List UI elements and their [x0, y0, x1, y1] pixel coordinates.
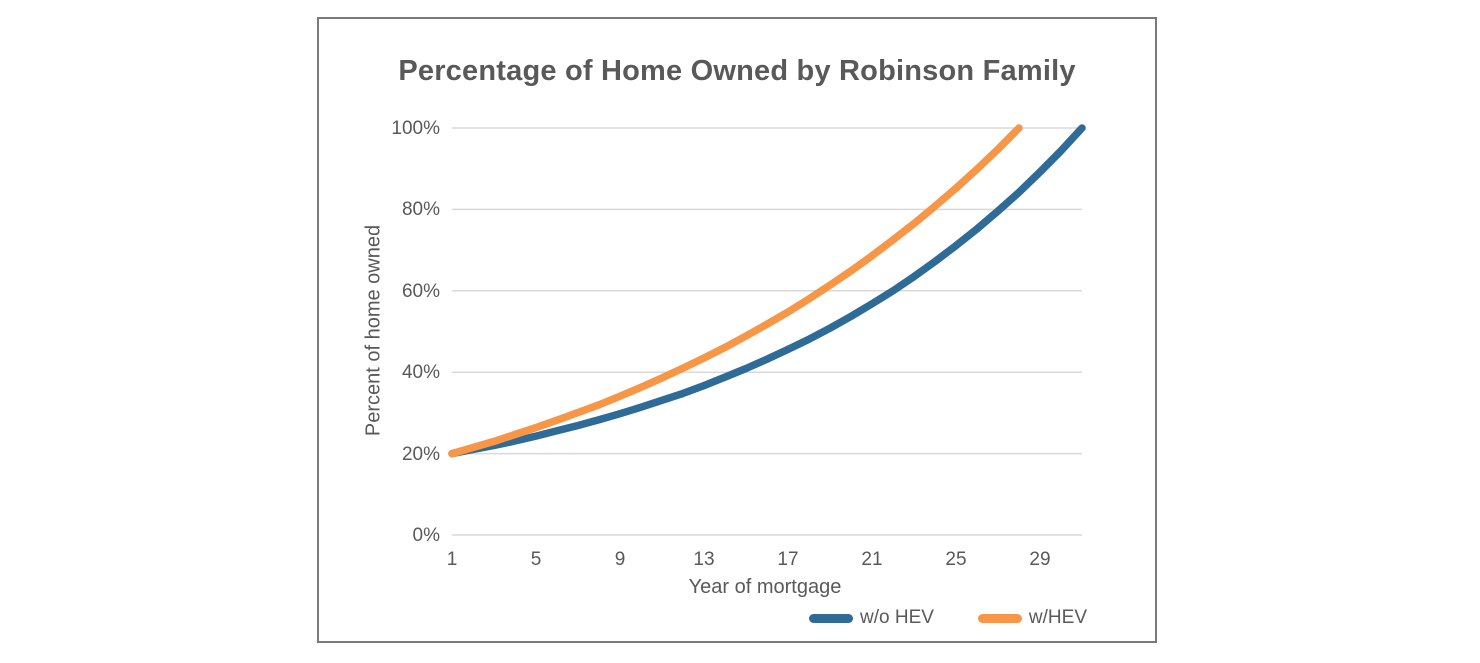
x-tick-label: 9 [614, 549, 626, 570]
legend-item-w-hev: w/HEV [977, 607, 1087, 629]
gridlines [452, 127, 1082, 536]
plot-area [448, 124, 1086, 536]
legend-item-wo-hev: w/o HEV [809, 607, 934, 629]
x-tick-label: 25 [945, 549, 967, 570]
x-tick-label: 13 [693, 549, 715, 570]
chart-container: Percentage of Home Owned by Robinson Fam… [317, 17, 1157, 643]
legend-marker-w-hev [977, 613, 1022, 623]
x-tick-label: 5 [530, 549, 542, 570]
line-w-hev [448, 124, 1023, 458]
legend-marker-wo-hev [809, 613, 853, 623]
legend-label-w-hev: w/HEV [1028, 607, 1087, 628]
y-tick-label: 60% [401, 280, 440, 302]
legend: w/o HEV w/HEV [809, 607, 1087, 629]
x-tick-label: 29 [1029, 549, 1051, 570]
legend-label-wo-hev: w/o HEV [860, 607, 934, 628]
chart-title: Percentage of Home Owned by Robinson Fam… [398, 55, 1076, 87]
x-tick-label: 17 [777, 549, 799, 570]
x-tick-label: 21 [861, 549, 883, 570]
y-tick-label: 40% [401, 362, 440, 384]
y-tick-label: 100% [391, 118, 440, 139]
x-tick-label: 1 [446, 549, 458, 570]
y-tick-label: 80% [401, 199, 440, 221]
y-tick-label: 0% [412, 525, 440, 546]
line-wo-hev [448, 124, 1086, 458]
y-tick-label: 20% [401, 443, 440, 465]
x-axis-title: Year of mortgage [688, 576, 842, 598]
y-axis-title: Percent of home owned [362, 224, 385, 437]
